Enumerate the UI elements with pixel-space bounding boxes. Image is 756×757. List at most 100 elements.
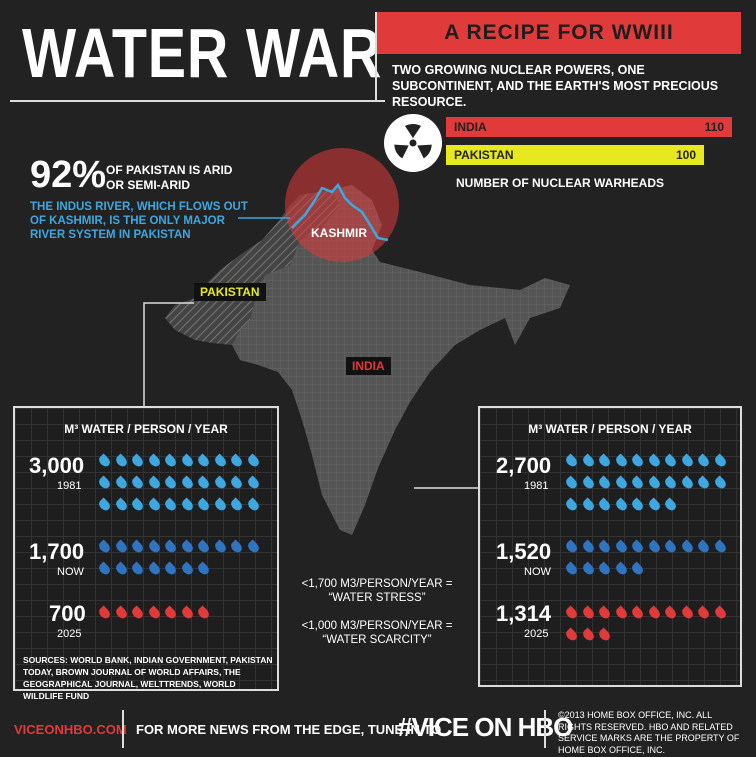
water-drop-icon: [629, 497, 646, 513]
water-drop-icon: [580, 453, 596, 469]
water-drop-icon: [580, 627, 596, 643]
water-drop-icon: [146, 605, 162, 621]
water-drop-icon: [695, 475, 712, 491]
water-drops: [563, 453, 734, 520]
water-drop-icon: [245, 453, 261, 469]
water-drop-icon: [695, 605, 712, 621]
water-drop-icon: [629, 453, 646, 469]
water-drop-icon: [195, 539, 212, 555]
row-value: 1,314: [496, 601, 552, 626]
divider: [544, 710, 546, 748]
water-drops: [96, 605, 269, 628]
water-drop-icon: [96, 453, 113, 469]
water-drop-icon: [712, 605, 728, 621]
water-drop-icon: [162, 453, 179, 469]
row-value: 1,520: [496, 539, 552, 564]
water-drop-icon: [96, 605, 113, 621]
sources: SOURCES: WORLD BANK, INDIAN GOVERNMENT, …: [23, 655, 273, 701]
water-drop-icon: [245, 475, 261, 491]
water-stress-definition: <1,700 M3/PERSON/YEAR = “WATER STRESS”: [301, 578, 453, 604]
water-drop-icon: [162, 561, 179, 577]
water-drop-icon: [596, 475, 613, 491]
water-drop-icon: [679, 453, 695, 469]
water-drop-icon: [662, 539, 679, 555]
water-drops: [563, 539, 734, 584]
water-drops: [96, 453, 269, 520]
water-drop-icon: [129, 605, 146, 621]
water-drop-icon: [563, 539, 580, 555]
panel-title: M³ WATER / PERSON / YEAR: [64, 422, 228, 436]
indus-river: [291, 182, 389, 242]
water-drop-icon: [245, 539, 261, 555]
water-drop-icon: [146, 539, 162, 555]
pakistan-label: PAKISTAN: [454, 148, 514, 162]
water-drop-icon: [646, 539, 662, 555]
site-link[interactable]: VICEONHBO.COM: [14, 722, 127, 737]
water-drop-icon: [596, 539, 613, 555]
kashmir-label: KASHMIR: [311, 226, 367, 240]
water-drop-icon: [146, 561, 162, 577]
water-drop-icon: [580, 605, 596, 621]
water-drop-icon: [113, 497, 129, 513]
water-drop-icon: [129, 497, 146, 513]
water-drop-icon: [129, 453, 146, 469]
water-drop-icon: [679, 475, 695, 491]
water-drop-icon: [563, 453, 580, 469]
water-drop-icon: [629, 605, 646, 621]
pakistan-water-panel: M³ WATER / PERSON / YEAR 3,000 1981 1,70…: [13, 406, 279, 701]
water-drop-icon: [113, 475, 129, 491]
water-drop-icon: [613, 561, 629, 577]
divider: [375, 12, 377, 100]
pakistan-value: 100: [675, 148, 696, 162]
water-drop-icon: [712, 453, 728, 469]
copyright: ©2013 HOME BOX OFFICE, INC. ALL RIGHTS R…: [558, 710, 740, 755]
pakistan-warheads-bar: PAKISTAN 100: [446, 145, 704, 165]
arid-text: OF PAKISTAN IS ARID OR SEMI-ARID: [106, 163, 233, 192]
water-drop-icon: [212, 475, 228, 491]
row-value: 1,700: [29, 539, 85, 564]
kashmir-circle: [285, 148, 399, 262]
india-water-panel: M³ WATER / PERSON / YEAR 2,700 1981 1,52…: [478, 406, 742, 687]
water-drop-icon: [646, 475, 662, 491]
water-drop-icon: [179, 475, 195, 491]
water-drop-icon: [679, 539, 695, 555]
water-drop-icon: [613, 475, 629, 491]
row-year: NOW: [524, 566, 551, 578]
water-drop-icon: [695, 453, 712, 469]
water-drop-icon: [228, 497, 245, 513]
water-drops: [563, 605, 734, 650]
water-drops: [96, 539, 269, 584]
water-drop-icon: [146, 453, 162, 469]
water-drop-icon: [613, 539, 629, 555]
row-value: 2,700: [496, 453, 552, 478]
india-region: [232, 185, 570, 535]
water-drop-icon: [662, 475, 679, 491]
water-drop-icon: [195, 453, 212, 469]
water-drop-icon: [113, 453, 129, 469]
water-drop-icon: [712, 475, 728, 491]
water-drop-icon: [580, 539, 596, 555]
water-drop-icon: [129, 475, 146, 491]
water-drop-icon: [563, 627, 580, 643]
water-drop-icon: [195, 605, 212, 621]
india-label: INDIA: [454, 120, 487, 134]
water-drop-icon: [228, 453, 245, 469]
water-drop-icon: [646, 453, 662, 469]
water-drop-icon: [146, 497, 162, 513]
tagline-banner: A RECIPE FOR WWIII: [377, 12, 741, 54]
water-drop-icon: [563, 475, 580, 491]
water-drop-icon: [596, 627, 613, 643]
row-year: 2025: [524, 628, 549, 640]
water-drop-icon: [162, 475, 179, 491]
water-drop-icon: [179, 605, 195, 621]
india-map-label: INDIA: [346, 357, 391, 375]
water-drop-icon: [179, 497, 195, 513]
water-drop-icon: [613, 497, 629, 513]
row-year: 1981: [57, 480, 82, 492]
water-drop-icon: [179, 561, 195, 577]
water-drop-icon: [96, 561, 113, 577]
water-drop-icon: [195, 561, 212, 577]
water-drop-icon: [563, 497, 580, 513]
row-value: 3,000: [29, 453, 85, 478]
